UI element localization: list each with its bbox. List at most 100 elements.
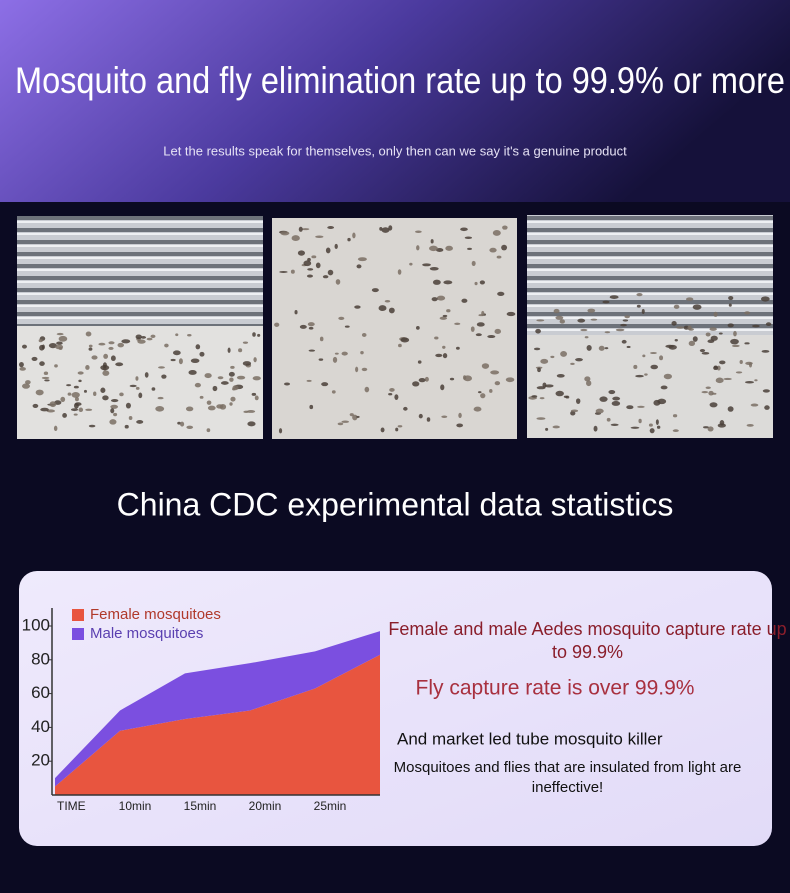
insect — [403, 406, 408, 411]
insect — [650, 364, 659, 370]
insect — [727, 323, 734, 328]
legend-label: Male mosquitoes — [90, 625, 203, 642]
insect — [337, 422, 344, 426]
insect — [354, 305, 361, 309]
insect — [555, 315, 564, 320]
insect — [98, 342, 106, 346]
insect — [598, 345, 605, 351]
photo — [272, 218, 517, 439]
insect — [398, 343, 402, 348]
insect — [545, 427, 549, 431]
insect — [429, 267, 439, 271]
insect — [74, 397, 79, 402]
insect — [332, 356, 338, 363]
insect — [380, 427, 385, 433]
insect — [432, 279, 441, 285]
insect — [727, 406, 734, 412]
insect — [765, 322, 772, 326]
insect — [229, 377, 234, 382]
insect — [352, 232, 356, 239]
insect — [161, 374, 167, 379]
insect — [626, 345, 631, 349]
insect — [53, 425, 58, 431]
insect — [633, 364, 638, 369]
insect — [220, 381, 229, 385]
insect — [478, 314, 484, 317]
insect — [331, 390, 336, 394]
insect — [110, 408, 115, 414]
insect — [692, 336, 698, 342]
insect — [318, 358, 324, 361]
insect — [723, 377, 732, 381]
insect — [744, 342, 750, 345]
insect — [364, 386, 370, 393]
insect — [22, 344, 27, 349]
insect — [593, 425, 598, 432]
y-tick-label: 40 — [31, 717, 50, 736]
insect — [552, 425, 560, 429]
insect — [83, 389, 87, 393]
insect — [25, 380, 31, 385]
callout: Mosquitoes and flies that are insulated … — [393, 759, 742, 796]
insect — [280, 231, 290, 236]
insect — [102, 395, 109, 401]
insect — [660, 385, 668, 390]
insect — [70, 408, 79, 412]
insect — [641, 308, 645, 315]
insect — [550, 355, 555, 359]
insect — [638, 418, 642, 424]
insect — [381, 227, 390, 233]
insect — [473, 406, 482, 412]
insect — [74, 402, 82, 406]
insect — [494, 381, 501, 386]
insect — [246, 410, 256, 413]
insect — [535, 328, 541, 334]
insect — [297, 250, 306, 256]
insect — [621, 339, 627, 344]
legend-swatch — [72, 609, 84, 621]
insect — [356, 264, 362, 269]
insect — [327, 269, 334, 276]
insect — [307, 322, 315, 327]
insect — [415, 230, 422, 234]
insect — [204, 373, 212, 379]
insect — [635, 374, 644, 378]
insect — [705, 332, 711, 337]
insect — [505, 377, 515, 383]
insect — [19, 367, 26, 371]
insect — [674, 339, 678, 342]
callout-box: Female and male Aedes mosquito capture r… — [388, 619, 786, 662]
insect — [253, 357, 257, 363]
insect — [355, 366, 359, 373]
insect — [464, 236, 473, 240]
insect — [599, 396, 608, 402]
insect — [752, 324, 760, 328]
legend-swatch — [72, 628, 84, 640]
area — [55, 631, 380, 787]
insect — [553, 308, 560, 314]
insect — [308, 326, 314, 330]
insect — [247, 421, 256, 427]
insect — [195, 344, 201, 350]
insect — [242, 341, 249, 344]
insect — [170, 358, 176, 362]
insect — [78, 407, 84, 413]
insect — [146, 337, 153, 341]
insect — [416, 245, 420, 251]
insect — [699, 348, 706, 353]
insect — [707, 426, 714, 432]
insect — [687, 325, 692, 331]
insect — [476, 322, 485, 327]
insect — [760, 296, 770, 302]
insect — [655, 419, 659, 426]
insect — [442, 345, 446, 349]
insect — [479, 280, 486, 285]
insect — [659, 355, 664, 361]
insect — [230, 365, 235, 369]
photo-grate — [527, 215, 773, 335]
insect — [494, 328, 502, 335]
insect — [298, 226, 303, 232]
insect — [456, 423, 464, 428]
insect — [238, 348, 243, 353]
insect — [754, 379, 758, 382]
